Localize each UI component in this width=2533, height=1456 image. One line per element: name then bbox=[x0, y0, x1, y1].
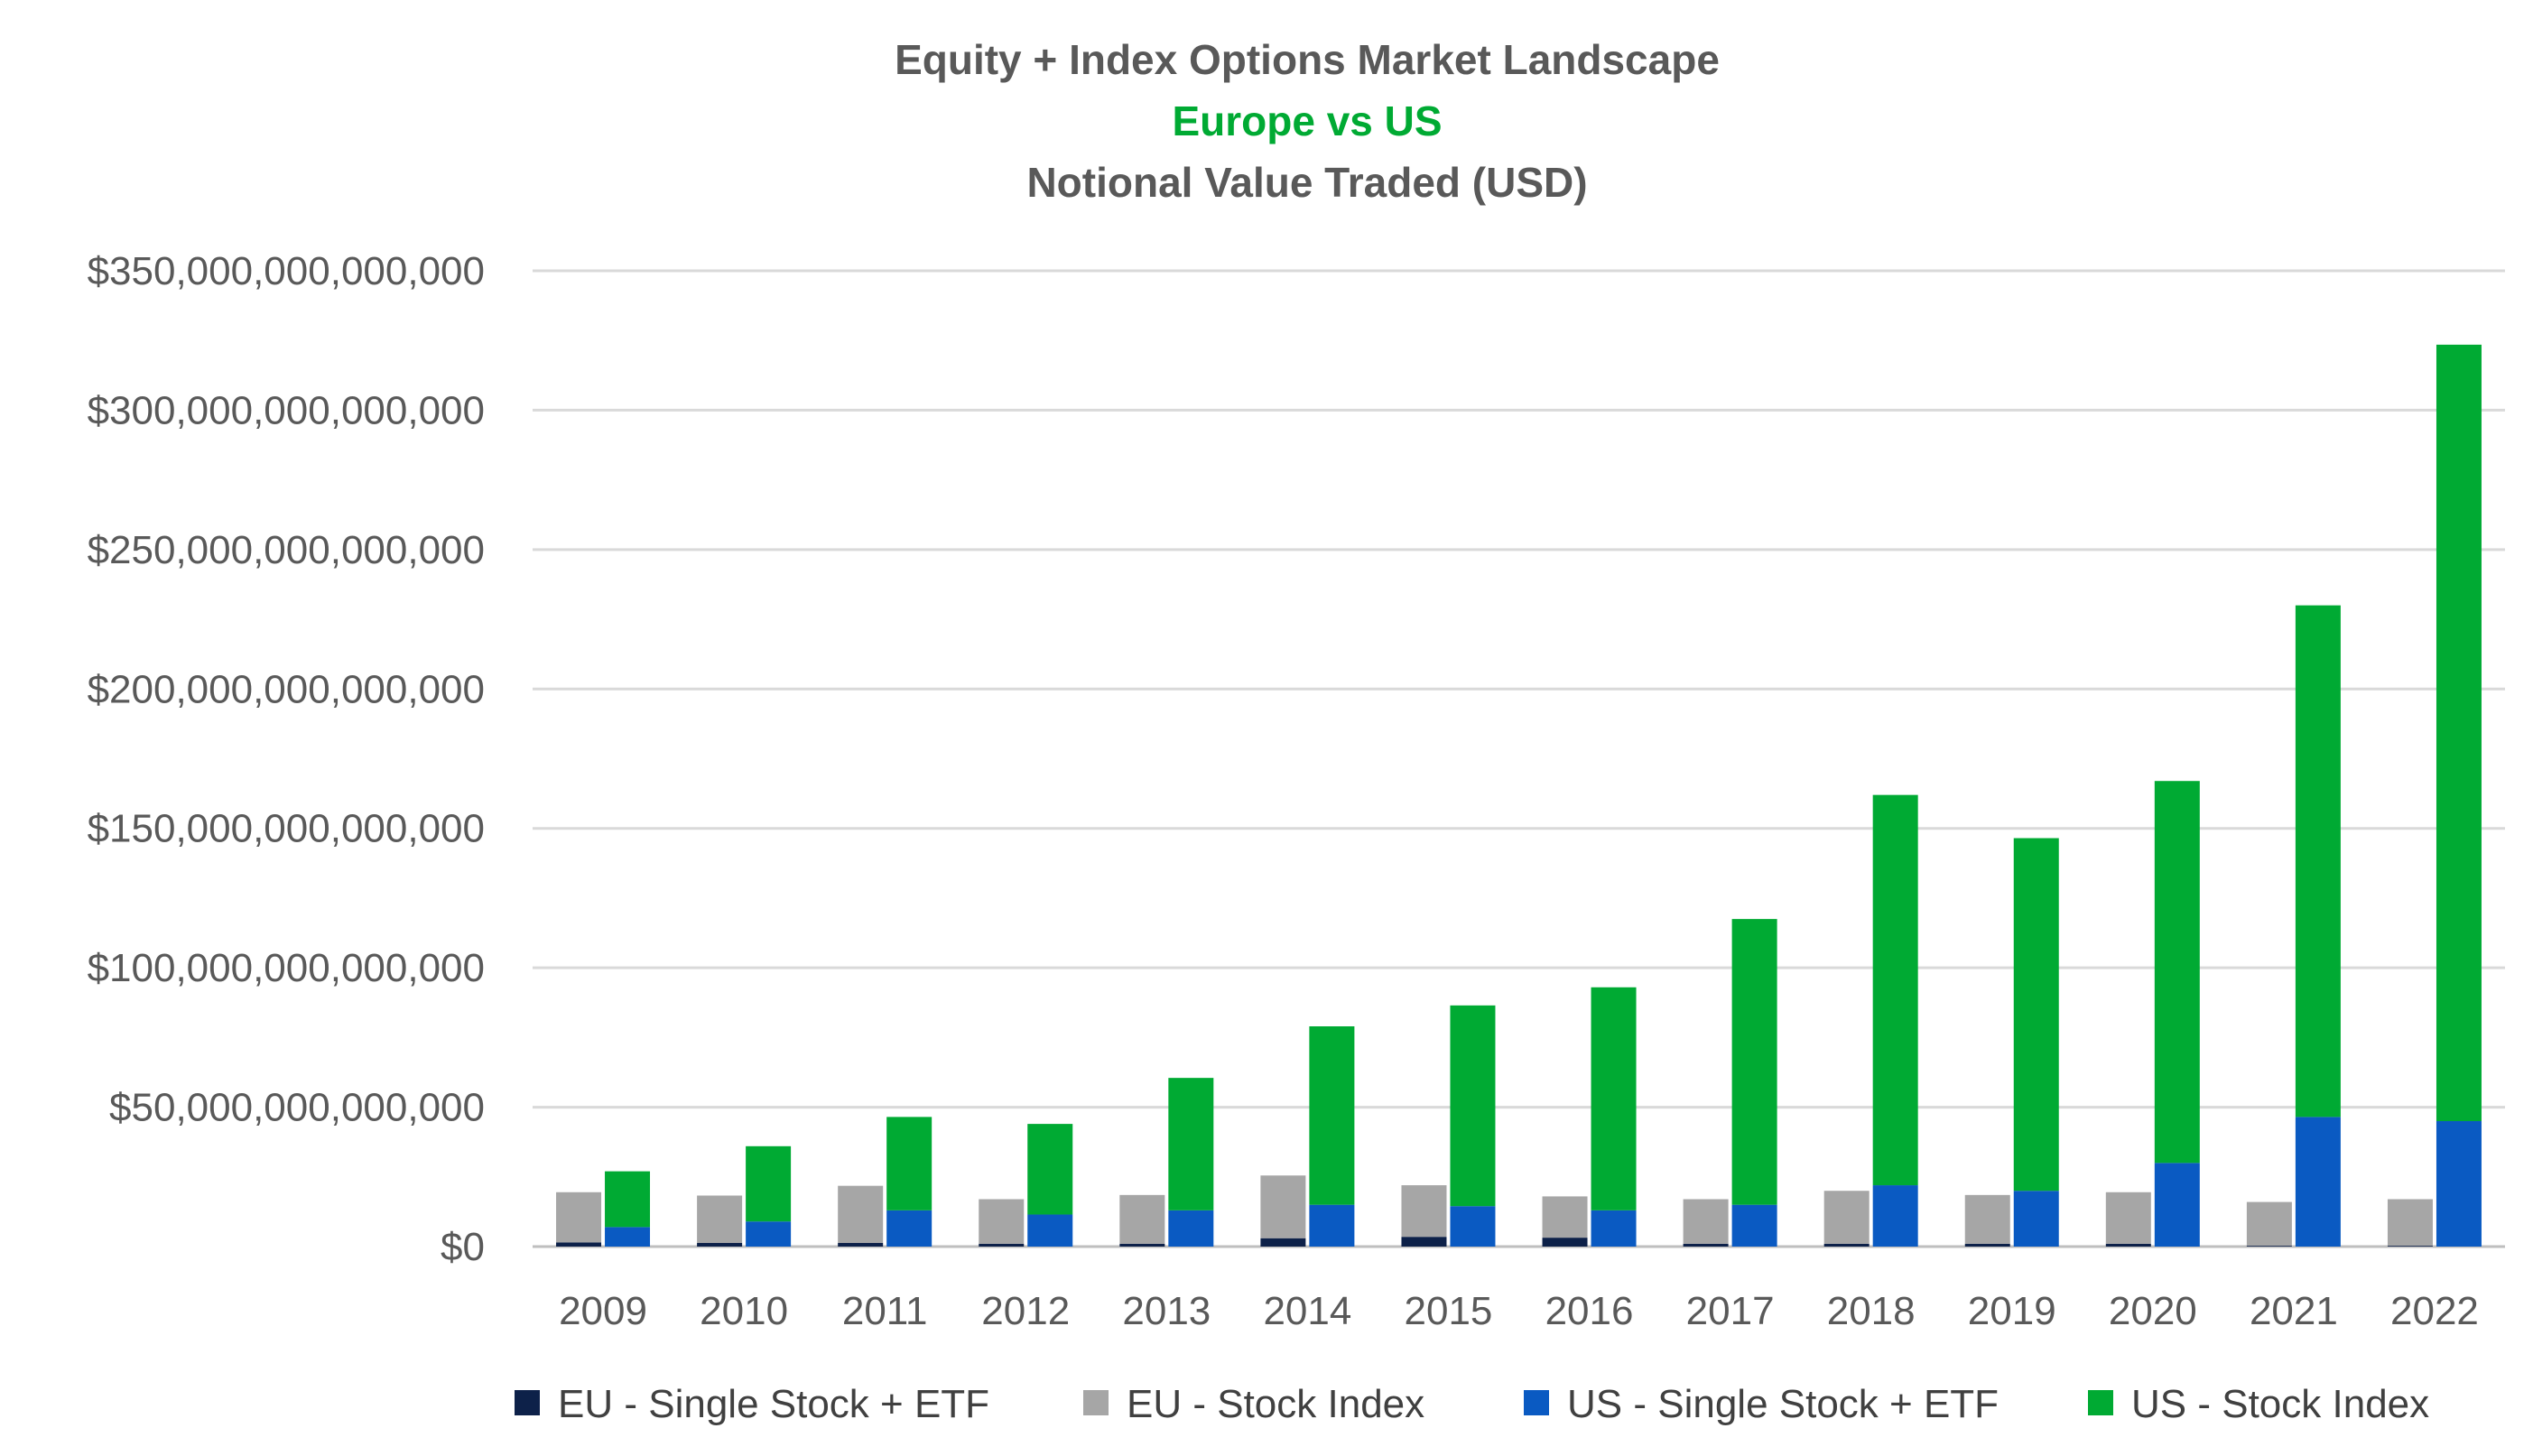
x-tick-label: 2017 bbox=[1686, 1289, 1775, 1333]
legend-label: EU - Single Stock + ETF bbox=[558, 1382, 989, 1426]
bar-us-stock-index-2009 bbox=[605, 1171, 651, 1228]
y-tick-label: $300,000,000,000,000 bbox=[88, 388, 485, 432]
bar-eu-single-stock-etf-2017 bbox=[1683, 1243, 1729, 1247]
bar-eu-stock-index-2009 bbox=[556, 1192, 602, 1243]
bar-eu-stock-index-2013 bbox=[1119, 1194, 1165, 1244]
bar-us-single-stock-etf-2009 bbox=[605, 1227, 651, 1247]
bar-us-single-stock-etf-2011 bbox=[886, 1210, 932, 1247]
x-tick-label: 2012 bbox=[981, 1289, 1070, 1333]
chart-subtitle-2: Notional Value Traded (USD) bbox=[1026, 159, 1587, 206]
bar-us-single-stock-etf-2014 bbox=[1309, 1204, 1355, 1247]
bar-eu-single-stock-etf-2020 bbox=[2105, 1243, 2151, 1247]
y-tick-label: $150,000,000,000,000 bbox=[88, 807, 485, 851]
bar-eu-single-stock-etf-2018 bbox=[1823, 1243, 1870, 1247]
bar-us-stock-index-2020 bbox=[2154, 781, 2200, 1164]
x-tick-label: 2011 bbox=[842, 1289, 928, 1333]
bar-eu-single-stock-etf-2015 bbox=[1401, 1237, 1447, 1247]
bar-eu-stock-index-2016 bbox=[1542, 1196, 1588, 1238]
bar-us-stock-index-2016 bbox=[1591, 987, 1637, 1210]
bar-us-stock-index-2012 bbox=[1027, 1124, 1073, 1215]
legend: EU - Single Stock + ETF EU - Stock Index U… bbox=[515, 1382, 2429, 1426]
legend-label: US - Single Stock + ETF bbox=[1567, 1382, 1999, 1426]
y-tick-label: $250,000,000,000,000 bbox=[88, 528, 485, 572]
bar-eu-stock-index-2021 bbox=[2246, 1201, 2292, 1247]
bar-eu-stock-index-2017 bbox=[1683, 1199, 1729, 1244]
x-tick-label: 2015 bbox=[1405, 1289, 1493, 1333]
bar-us-single-stock-etf-2013 bbox=[1168, 1210, 1214, 1247]
bar-us-single-stock-etf-2016 bbox=[1591, 1210, 1637, 1247]
bar-eu-single-stock-etf-2014 bbox=[1260, 1238, 1306, 1247]
bar-us-single-stock-etf-2022 bbox=[2436, 1121, 2482, 1247]
bar-us-stock-index-2021 bbox=[2295, 605, 2341, 1118]
bar-eu-stock-index-2020 bbox=[2105, 1192, 2151, 1244]
bar-eu-stock-index-2018 bbox=[1823, 1191, 1870, 1244]
x-axis-ticks: 2009 2010 2011 2012 2013 2014 2015 2016 2017 2018… bbox=[559, 1289, 2479, 1333]
y-tick-label: $50,000,000,000,000 bbox=[109, 1086, 485, 1130]
bar-us-stock-index-2010 bbox=[746, 1145, 792, 1222]
bar-eu-single-stock-etf-2012 bbox=[979, 1243, 1025, 1247]
bar-us-stock-index-2022 bbox=[2436, 344, 2482, 1122]
x-tick-label: 2022 bbox=[2390, 1289, 2479, 1333]
legend-swatch bbox=[515, 1390, 540, 1415]
bar-eu-stock-index-2014 bbox=[1260, 1175, 1306, 1238]
bar-eu-single-stock-etf-2010 bbox=[697, 1242, 743, 1247]
legend-swatch bbox=[2088, 1390, 2113, 1415]
bar-us-single-stock-etf-2010 bbox=[746, 1221, 792, 1247]
bar-eu-stock-index-2011 bbox=[838, 1185, 884, 1243]
x-tick-label: 2021 bbox=[2250, 1289, 2338, 1333]
x-tick-label: 2018 bbox=[1827, 1289, 1916, 1333]
y-axis-ticks: $0 $50,000,000,000,000 $100,000,000,000,00… bbox=[88, 249, 485, 1269]
x-tick-label: 2019 bbox=[1968, 1289, 2056, 1333]
y-tick-label: $200,000,000,000,000 bbox=[88, 667, 485, 711]
bar-us-stock-index-2018 bbox=[1872, 794, 1918, 1186]
bar-eu-single-stock-etf-2013 bbox=[1119, 1243, 1165, 1247]
x-tick-label: 2014 bbox=[1263, 1289, 1351, 1333]
x-tick-label: 2013 bbox=[1122, 1289, 1211, 1333]
bar-eu-single-stock-etf-2009 bbox=[556, 1242, 602, 1247]
bar-us-single-stock-etf-2020 bbox=[2154, 1163, 2200, 1247]
bar-us-single-stock-etf-2017 bbox=[1731, 1204, 1777, 1247]
bar-eu-stock-index-2022 bbox=[2387, 1199, 2433, 1247]
bars bbox=[556, 344, 2482, 1247]
bar-eu-single-stock-etf-2019 bbox=[1964, 1243, 2010, 1247]
bar-us-single-stock-etf-2015 bbox=[1450, 1206, 1496, 1247]
bar-eu-single-stock-etf-2022 bbox=[2387, 1246, 2433, 1247]
bar-us-single-stock-etf-2018 bbox=[1872, 1185, 1918, 1247]
x-tick-label: 2020 bbox=[2109, 1289, 2197, 1333]
x-tick-label: 2010 bbox=[700, 1289, 788, 1333]
chart-title: Equity + Index Options Market Landscape bbox=[895, 36, 1720, 83]
bar-eu-stock-index-2015 bbox=[1401, 1185, 1447, 1238]
legend-label: EU - Stock Index bbox=[1127, 1382, 1424, 1426]
bar-eu-stock-index-2012 bbox=[979, 1199, 1025, 1244]
bar-eu-single-stock-etf-2011 bbox=[838, 1242, 884, 1247]
bar-us-stock-index-2014 bbox=[1309, 1026, 1355, 1205]
y-tick-label: $0 bbox=[441, 1225, 485, 1269]
bar-eu-single-stock-etf-2016 bbox=[1542, 1238, 1588, 1247]
gridlines bbox=[533, 269, 2505, 1248]
chart-subtitle: Europe vs US bbox=[1172, 97, 1442, 144]
legend-swatch bbox=[1524, 1390, 1549, 1415]
bar-us-single-stock-etf-2012 bbox=[1027, 1214, 1073, 1247]
y-tick-label: $350,000,000,000,000 bbox=[88, 249, 485, 293]
legend-swatch bbox=[1083, 1390, 1109, 1415]
bar-us-stock-index-2015 bbox=[1450, 1005, 1496, 1207]
bar-us-stock-index-2011 bbox=[886, 1117, 932, 1210]
bar-eu-stock-index-2019 bbox=[1964, 1194, 2010, 1244]
bar-us-single-stock-etf-2021 bbox=[2295, 1117, 2341, 1247]
bar-eu-single-stock-etf-2021 bbox=[2246, 1246, 2292, 1247]
y-tick-label: $100,000,000,000,000 bbox=[88, 946, 485, 990]
x-tick-label: 2016 bbox=[1545, 1289, 1634, 1333]
bar-us-stock-index-2019 bbox=[2013, 838, 2059, 1192]
bar-us-stock-index-2017 bbox=[1731, 919, 1777, 1205]
bar-eu-stock-index-2010 bbox=[697, 1195, 743, 1243]
legend-label: US - Stock Index bbox=[2131, 1382, 2429, 1426]
x-tick-label: 2009 bbox=[559, 1289, 647, 1333]
bar-us-single-stock-etf-2019 bbox=[2013, 1191, 2059, 1247]
bar-us-stock-index-2013 bbox=[1168, 1078, 1214, 1210]
